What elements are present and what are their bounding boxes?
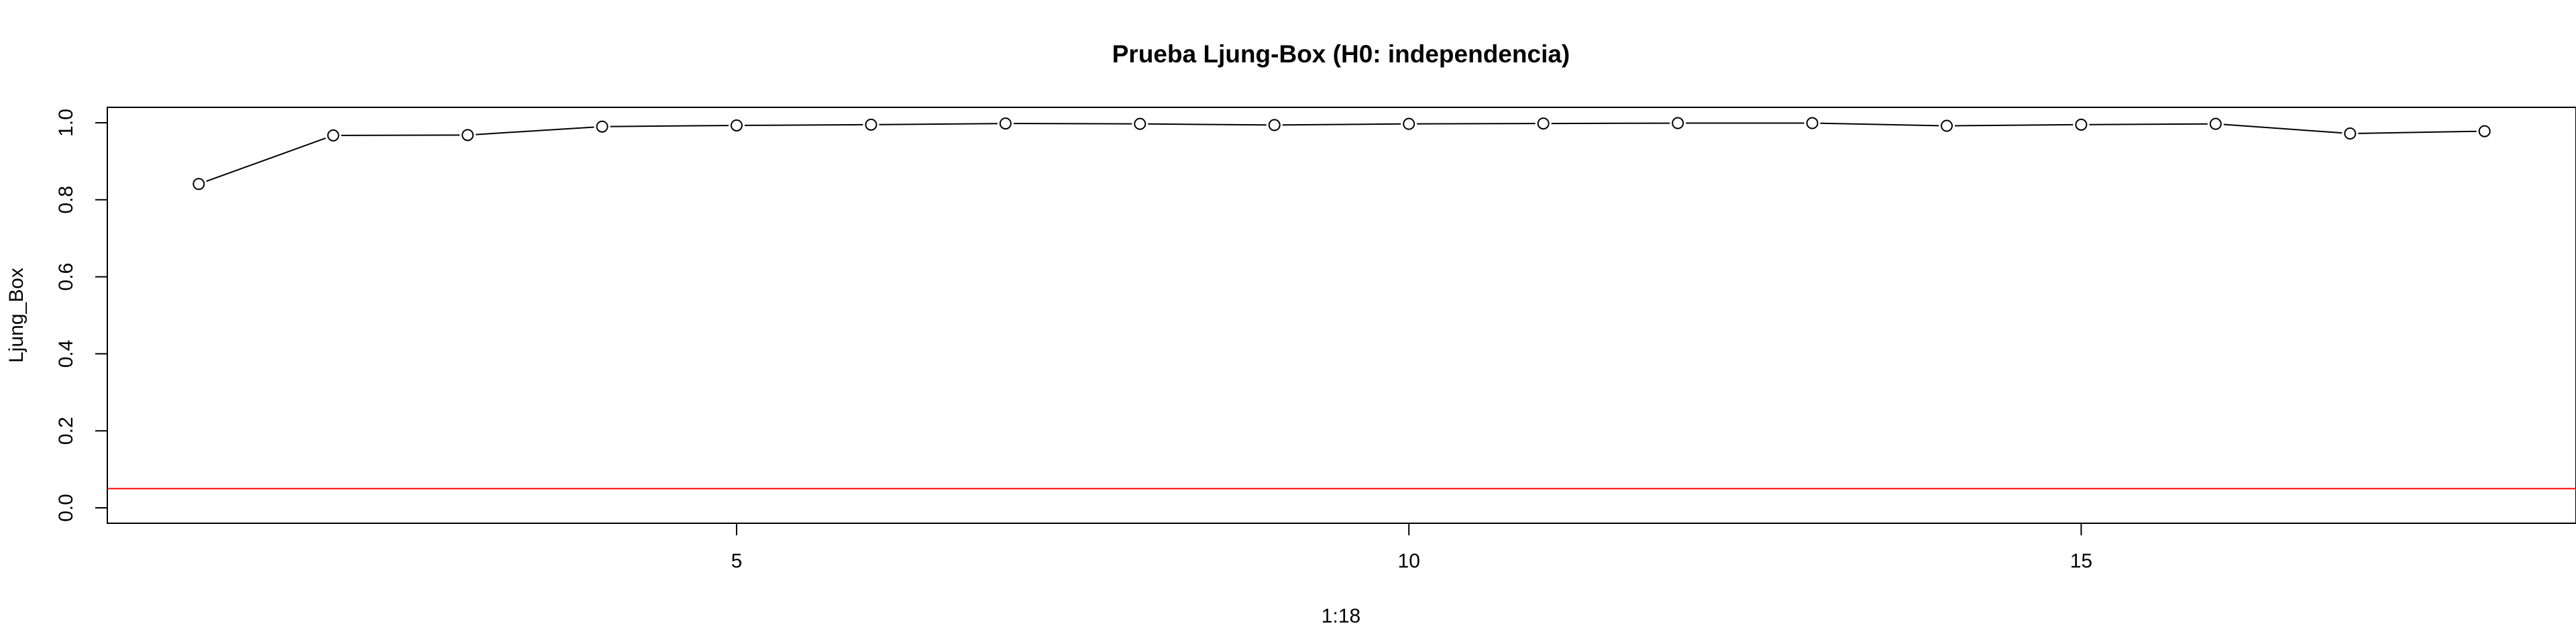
line-segment [1954,123,2074,127]
line-segment [1148,123,1267,126]
data-point [2478,125,2491,138]
x-tick-label: 15 [2070,550,2092,572]
y-tick-label: 0.4 [55,340,77,368]
data-point [596,120,608,133]
line-segment [206,138,326,182]
line-segment [2223,123,2343,134]
line-segment [476,126,594,136]
chart-title: Prueba Ljung-Box (H0: independencia) [1112,40,1570,68]
data-point [1134,117,1146,130]
data-point [1537,117,1550,130]
x-axis-label: 1:18 [1322,605,1360,627]
data-point [1672,117,1684,129]
data-point [2344,127,2357,140]
line-segment [1282,123,1401,126]
data-point [865,118,877,131]
data-point [731,119,743,131]
line-segment [1417,123,1536,125]
data-point [2209,117,2222,130]
line-segment [1013,123,1132,125]
y-tick-label: 0.2 [55,417,77,445]
line-segment [1820,122,1939,127]
x-tick-label: 10 [1398,550,1420,572]
plot-frame [107,107,2576,524]
data-point [462,129,474,142]
line-segment [879,123,998,125]
line-segment [341,134,460,136]
data-point [1940,119,1953,132]
data-point [1403,117,1415,130]
series-ljung-box [193,117,2491,191]
x-axis: 5 10 15 [731,523,2092,572]
line-segment [610,125,729,127]
data-point [1806,117,1819,129]
data-point [1268,119,1281,131]
data-point [999,117,1012,130]
y-tick-label: 1.0 [55,109,77,137]
data-point [2075,118,2088,131]
line-segment [2089,123,2208,125]
y-axis: 0.0 0.2 0.4 0.6 0.8 1.0 [55,109,108,522]
x-tick-label: 5 [731,550,743,572]
y-tick-label: 0.6 [55,263,77,291]
y-tick-label: 0.8 [55,186,77,214]
y-axis-label: Ljung_Box [5,268,28,363]
data-point [327,129,339,142]
y-tick-label: 0.0 [55,494,77,522]
line-segment [2358,130,2477,134]
data-point [193,178,205,191]
line-segment [1551,122,1670,125]
